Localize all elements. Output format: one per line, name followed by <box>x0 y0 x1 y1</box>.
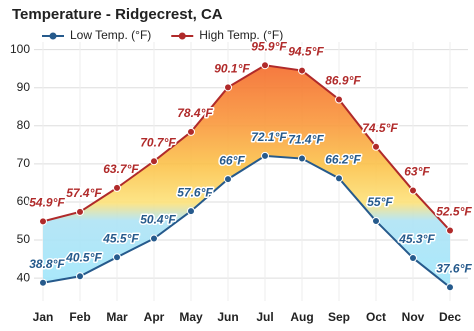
point <box>224 175 232 184</box>
series-line <box>42 64 451 232</box>
point <box>261 151 269 160</box>
point <box>298 66 306 75</box>
x-tick-label: Dec <box>439 310 461 324</box>
x-tick-label: Oct <box>366 310 386 324</box>
value-label: 63°F <box>404 165 430 179</box>
point <box>76 272 84 281</box>
x-tick-label: Feb <box>69 310 90 324</box>
legend: Low Temp. (°F) High Temp. (°F) <box>42 28 283 42</box>
legend-marker <box>49 32 57 40</box>
x-tick-label: Nov <box>402 310 425 324</box>
value-label: 66°F <box>219 153 245 167</box>
x-tick-label: Jan <box>33 310 54 324</box>
value-label: 86.9°F <box>325 74 361 88</box>
y-tick-label: 90 <box>17 80 31 94</box>
value-label: 63.7°F <box>103 162 139 176</box>
value-label: 78.4°F <box>177 106 213 120</box>
y-tick-label: 100 <box>10 42 30 56</box>
value-label: 95.9°F <box>251 39 287 53</box>
point <box>187 127 195 136</box>
x-tick-label: Jul <box>256 310 273 324</box>
x-tick-label: Sep <box>328 310 350 324</box>
y-tick-label: 50 <box>17 232 31 246</box>
x-tick-label: Mar <box>106 310 128 324</box>
value-label: 40.5°F <box>65 250 102 264</box>
chart-title: Temperature - Ridgecrest, CA <box>12 6 223 23</box>
value-label: 50.4°F <box>140 213 176 227</box>
y-tick-label: 80 <box>17 118 31 132</box>
point <box>335 174 343 183</box>
range-area <box>43 65 450 288</box>
point <box>187 207 195 216</box>
legend-marker <box>178 32 186 40</box>
value-label: 90.1°F <box>214 61 250 75</box>
y-tick-label: 60 <box>17 194 31 208</box>
value-label: 55°F <box>367 195 393 209</box>
value-label: 57.4°F <box>66 186 102 200</box>
point <box>150 234 158 243</box>
x-tick-label: Apr <box>144 310 165 324</box>
series-line <box>42 154 451 289</box>
point <box>446 226 454 235</box>
value-label: 66.2°F <box>325 153 361 167</box>
point <box>224 83 232 92</box>
point <box>113 183 121 192</box>
point <box>298 154 306 163</box>
value-label: 57.6°F <box>177 185 213 199</box>
point <box>76 207 84 216</box>
point <box>39 278 47 287</box>
value-label: 70.7°F <box>140 135 176 149</box>
value-label: 45.5°F <box>102 231 139 245</box>
value-label: 72.1°F <box>251 130 287 144</box>
y-tick-label: 70 <box>17 156 31 170</box>
point <box>261 61 269 70</box>
point <box>372 142 380 151</box>
point <box>446 283 454 292</box>
x-tick-label: Jun <box>217 310 238 324</box>
value-label: 94.5°F <box>288 45 324 59</box>
point <box>113 253 121 262</box>
value-label: 38.8°F <box>29 257 65 271</box>
point <box>39 217 47 226</box>
point <box>409 253 417 262</box>
value-label: 52.5°F <box>436 205 472 219</box>
value-label: 45.3°F <box>398 232 435 246</box>
point <box>372 217 380 226</box>
value-label: 54.9°F <box>29 196 65 210</box>
legend-label: High Temp. (°F) <box>199 28 283 42</box>
legend-label: Low Temp. (°F) <box>70 28 151 42</box>
y-tick-label: 40 <box>17 270 31 284</box>
x-tick-label: Aug <box>290 310 313 324</box>
x-tick-label: May <box>179 310 203 324</box>
point <box>150 157 158 166</box>
point <box>335 95 343 104</box>
value-label: 71.4°F <box>288 133 324 147</box>
point <box>409 186 417 195</box>
value-label: 37.6°F <box>436 261 472 275</box>
value-label: 74.5°F <box>362 121 398 135</box>
